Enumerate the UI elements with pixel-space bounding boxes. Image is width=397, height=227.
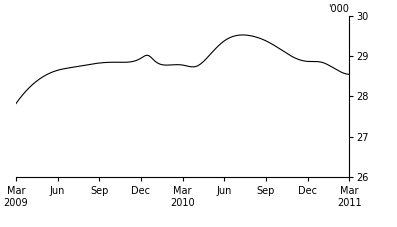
Text: '000: '000 (328, 4, 349, 14)
